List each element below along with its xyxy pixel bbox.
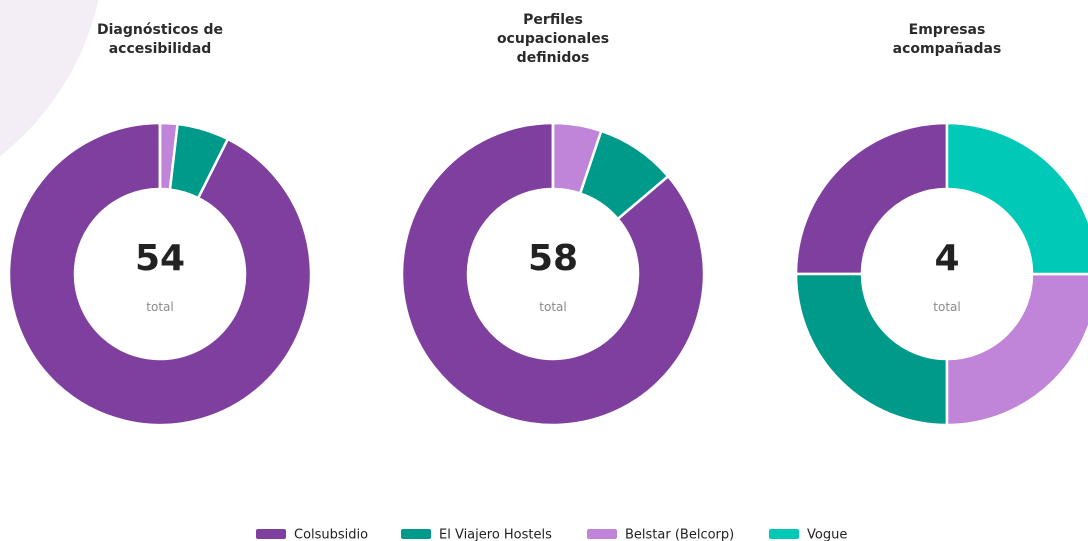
donut-segment <box>7 121 313 427</box>
legend-label: Vogue <box>807 528 847 541</box>
legend-label: El Viajero Hostels <box>439 528 552 541</box>
legend-swatch <box>256 529 286 539</box>
donut-segment <box>400 121 706 427</box>
chart-title: Empresas acompañadas <box>892 22 1002 57</box>
center-total: 58 <box>528 238 578 279</box>
center-label: total <box>933 300 960 314</box>
center-label: total <box>539 300 566 314</box>
donut-segment <box>945 121 1088 276</box>
legend-swatch <box>587 529 617 539</box>
center-total: 54 <box>135 238 185 279</box>
center-label: total <box>146 300 173 314</box>
center-total: 4 <box>934 238 959 279</box>
chart-title: Perfiles ocupacionales definidos <box>496 12 610 66</box>
background-shape <box>0 0 99 157</box>
legend-label: Belstar (Belcorp) <box>625 528 734 541</box>
donut-segment <box>945 272 1088 427</box>
chart-title: Diagnósticos de accesibilidad <box>97 22 223 57</box>
legend-label: Colsubsidio <box>294 528 368 541</box>
donut-segment <box>794 121 949 276</box>
legend-swatch <box>401 529 431 539</box>
legend-swatch <box>769 529 799 539</box>
donut-segment <box>794 272 949 427</box>
